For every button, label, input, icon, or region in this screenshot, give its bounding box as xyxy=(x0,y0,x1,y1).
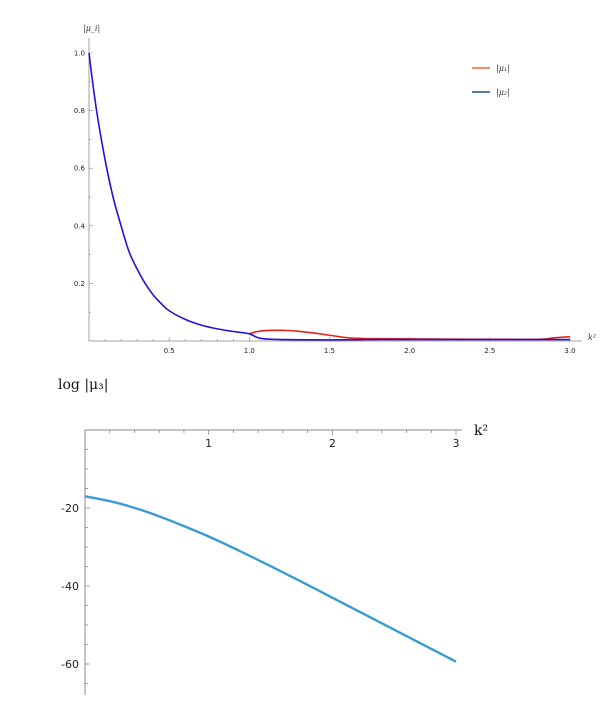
chart2-series xyxy=(84,495,457,663)
chart1-x-tick-label: 2.5 xyxy=(484,347,495,355)
chart1-y-axis-label: |μ_i| xyxy=(83,24,100,33)
chart1-x-tick-label: 0.5 xyxy=(164,347,175,355)
chart2-x-tick-label: 1 xyxy=(205,437,212,450)
chart2-x-tick-label: 2 xyxy=(329,437,336,450)
chart1-y-tick-label: 0.2 xyxy=(74,280,85,288)
chart1-legend-label-1: |μ₁| xyxy=(496,64,510,73)
chart1-x-tick-label: 1.0 xyxy=(244,347,255,355)
chart1-x-tick-label: 3.0 xyxy=(564,347,575,355)
chart1-x-axis-label: k² xyxy=(588,333,596,342)
chart-mu-abs: 0.5 1.0 1.5 2.0 2.5 3.00.20.40.60.81.0 |μ₁||μ… xyxy=(74,24,596,355)
chart1-legend: |μ₁| |μ₂| xyxy=(472,64,510,97)
chart1-series-line-2 xyxy=(88,52,570,341)
chart2-ticks: 1 2 3 -20 -40 -60 xyxy=(61,430,460,684)
chart1-y-tick-label: 0.6 xyxy=(74,165,86,173)
chart2-axes xyxy=(84,429,462,695)
chart2-y-tick-label: -60 xyxy=(61,658,79,671)
chart1-x-tick-label: 2.0 xyxy=(404,347,415,355)
chart1-legend-label-2: |μ₂| xyxy=(496,88,510,97)
chart2-y-tick-label: -40 xyxy=(61,580,79,593)
chart1-y-tick-label: 0.8 xyxy=(74,107,85,115)
chart1-y-tick-label: 1.0 xyxy=(74,50,85,58)
chart1-series xyxy=(88,52,571,341)
chart2-y-axis-label: log |μ₃| xyxy=(58,377,108,393)
chart-log-mu3: 1 2 3 -20 -40 -60 log |μ₃| k² xyxy=(58,377,488,695)
chart1-y-tick-label: 0.4 xyxy=(74,222,86,230)
chart2-x-tick-label: 3 xyxy=(453,437,460,450)
chart2-x-axis-label: k² xyxy=(474,423,488,439)
chart1-axes xyxy=(88,38,582,342)
chart1-x-tick-label: 1.5 xyxy=(324,347,335,355)
chart2-series-line xyxy=(84,495,457,663)
chart2-y-tick-label: -20 xyxy=(61,502,79,515)
